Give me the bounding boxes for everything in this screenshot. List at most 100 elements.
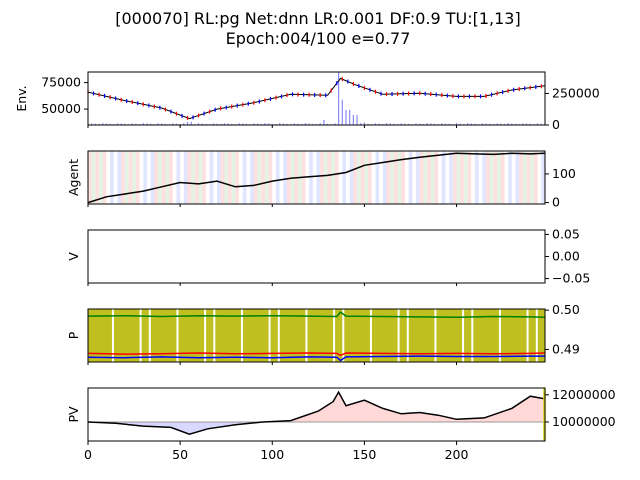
- agent-action-band: [419, 151, 424, 204]
- env-volume-bar: [363, 122, 366, 125]
- agent-action-band: [283, 151, 288, 204]
- env-volume-bar: [157, 123, 159, 125]
- env-volume-bar: [293, 123, 295, 125]
- agent-action-band: [371, 151, 376, 204]
- agent-action-band: [154, 151, 159, 204]
- agent-action-band: [438, 151, 443, 204]
- agent-action-band: [404, 151, 409, 204]
- agent-action-band: [416, 151, 420, 204]
- agent-action-band: [209, 151, 214, 204]
- agent-action-band: [504, 151, 509, 204]
- p-gap-band: [471, 309, 474, 362]
- env-volume-bar: [467, 123, 469, 125]
- agent-action-band: [349, 151, 354, 204]
- env-volume-bar: [286, 123, 288, 125]
- env-volume-bar: [360, 123, 362, 125]
- agent-action-band: [150, 151, 155, 204]
- env-price-line: [87, 77, 546, 120]
- pv-fill-segment: [401, 412, 420, 422]
- env-volume-bar: [378, 123, 380, 125]
- agent-action-band: [408, 151, 413, 204]
- agent-action-band: [102, 151, 107, 204]
- agent-action-band: [231, 151, 236, 204]
- agent-action-band: [312, 151, 317, 204]
- p-gap-band: [526, 309, 529, 362]
- pv-fill-segment: [345, 400, 365, 422]
- agent-right-tick-label: 0: [552, 195, 560, 210]
- agent-action-band: [445, 151, 450, 204]
- agent-action-band: [452, 151, 457, 204]
- agent-action-band: [345, 151, 350, 204]
- p-gap-band: [535, 309, 538, 362]
- agent-action-band: [522, 151, 527, 204]
- agent-action-band: [146, 151, 151, 204]
- env-volume-bar: [216, 123, 218, 125]
- env-volume-bar: [470, 123, 472, 125]
- env-volume-bar: [367, 123, 369, 125]
- env-volume-bar: [109, 123, 111, 125]
- title-line-2: Epoch:004/100 e=0.77: [226, 29, 411, 48]
- agent-action-band: [338, 151, 343, 204]
- env-volume-bar: [245, 123, 248, 125]
- agent-action-band: [99, 151, 104, 204]
- env-volume-bar: [374, 123, 377, 125]
- env-volume-bar: [150, 123, 152, 125]
- p-gap-band: [148, 309, 151, 362]
- p-gap-band: [305, 309, 308, 362]
- agent-action-band: [533, 151, 538, 204]
- agent-action-band: [242, 151, 247, 204]
- env-volume-bar: [349, 109, 351, 125]
- agent-action-band: [541, 151, 546, 204]
- agent-action-band: [486, 151, 491, 204]
- env-volume-bar: [338, 72, 340, 125]
- agent-action-band: [198, 151, 203, 204]
- agent-action-band: [246, 151, 251, 204]
- agent-action-band: [202, 151, 207, 204]
- env-volume-bar: [433, 123, 436, 125]
- pv-ylabel: PV: [66, 406, 81, 423]
- x-axis-tick-label: 50: [172, 447, 188, 462]
- env-volume-bar: [448, 123, 450, 125]
- env-volume-bar: [212, 123, 214, 125]
- env-volume-bar: [256, 123, 259, 125]
- env-volume-bar: [172, 123, 174, 125]
- p-gap-band: [342, 309, 345, 362]
- agent-action-band: [342, 151, 347, 204]
- agent-action-band: [165, 151, 170, 204]
- env-volume-bar: [404, 123, 406, 125]
- env-volume-bar: [326, 123, 329, 125]
- agent-action-band: [228, 151, 233, 204]
- agent-action-band: [449, 151, 454, 204]
- agent-frame: [87, 150, 546, 205]
- p-gap-band: [204, 309, 207, 362]
- agent-action-band: [121, 151, 126, 204]
- agent-action-band: [261, 151, 266, 204]
- env-volume-bar: [334, 123, 336, 125]
- agent-action-band: [257, 151, 262, 204]
- agent-action-band: [169, 151, 174, 204]
- agent-action-band: [205, 151, 210, 204]
- p-gap-band: [277, 309, 280, 362]
- agent-action-band: [456, 151, 461, 204]
- agent-action-band: [375, 151, 380, 204]
- env-volume-bar: [312, 123, 314, 125]
- env-volume-bar: [356, 114, 358, 125]
- env-right-tick-label: 0: [552, 117, 560, 132]
- env-volume-bar: [120, 123, 122, 125]
- agent-action-band: [220, 151, 225, 204]
- env-volume-bar: [419, 123, 421, 125]
- env-volume-bar: [227, 123, 229, 125]
- pv-fill-segment: [338, 392, 346, 422]
- agent-action-band: [526, 151, 531, 204]
- env-left-tick-label: 75000: [41, 75, 81, 90]
- agent-action-band: [172, 151, 177, 204]
- agent-action-band: [132, 151, 137, 204]
- env-volume-bar: [511, 123, 513, 125]
- p-gap-band: [213, 309, 216, 362]
- p-gap-band: [111, 309, 114, 362]
- env-volume-bar: [522, 123, 524, 125]
- env-volume-bar: [489, 123, 491, 125]
- agent-action-band: [463, 151, 468, 204]
- env-volume-bar: [393, 123, 395, 125]
- pv-fill-segment: [511, 396, 531, 422]
